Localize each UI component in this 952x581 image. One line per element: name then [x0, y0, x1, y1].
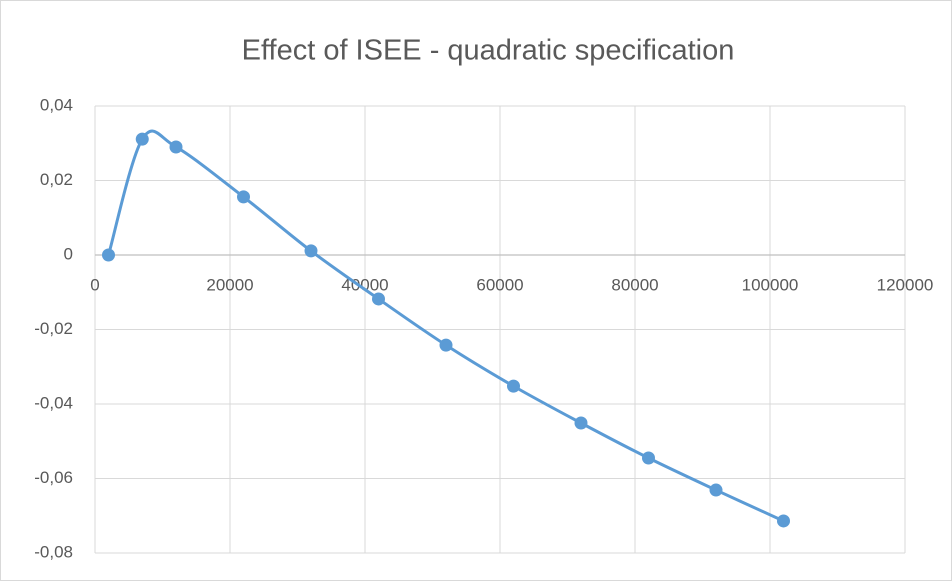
y-tick-label: -0,02 — [34, 319, 73, 338]
data-point — [439, 338, 453, 352]
x-tick-label: 60000 — [476, 275, 523, 294]
x-tick-label: 120000 — [877, 275, 934, 294]
data-point — [304, 244, 318, 258]
data-point — [135, 132, 149, 146]
data-point — [169, 140, 183, 154]
x-tick-label: 20000 — [206, 275, 253, 294]
chart-title: Effect of ISEE - quadratic specification — [242, 35, 735, 67]
data-point — [642, 451, 655, 465]
y-tick-label: -0,04 — [34, 393, 73, 412]
y-tick-label: 0,04 — [40, 95, 73, 114]
data-point — [102, 248, 115, 262]
y-tick-label: -0,06 — [34, 468, 73, 487]
x-tick-label: 100000 — [742, 275, 799, 294]
data-point — [507, 379, 520, 393]
data-point — [709, 483, 723, 497]
data-point — [574, 416, 588, 430]
x-tick-label: 0 — [90, 275, 99, 294]
data-point — [372, 292, 385, 306]
data-point — [237, 190, 250, 204]
x-tick-label: 80000 — [611, 275, 658, 294]
data-point — [777, 514, 790, 528]
y-tick-label: -0,08 — [34, 542, 73, 561]
y-tick-label: 0 — [64, 244, 73, 263]
y-tick-label: 0,02 — [40, 170, 73, 189]
